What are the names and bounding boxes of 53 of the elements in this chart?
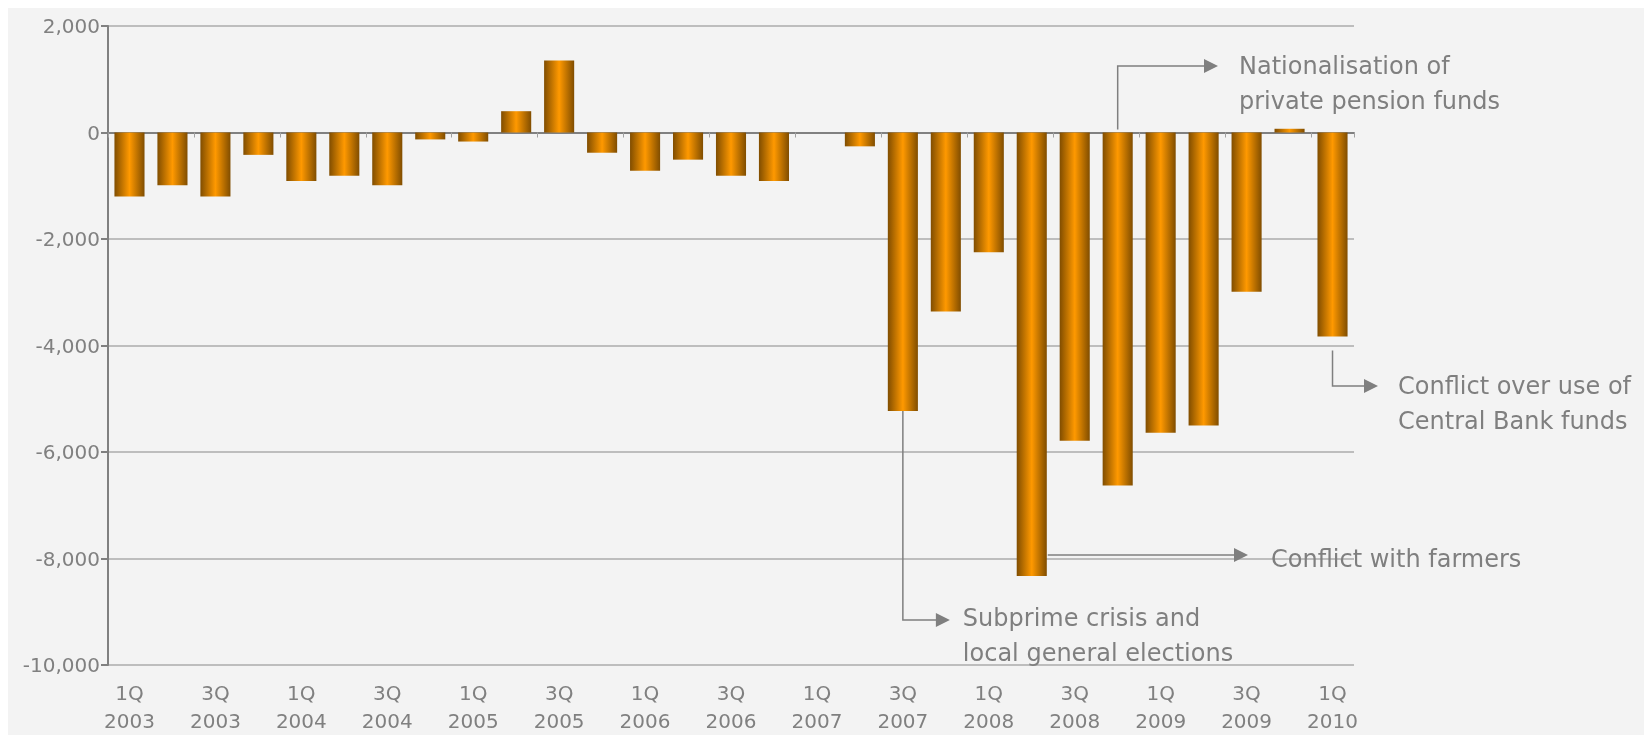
annotation: Nationalisation of private pension funds: [1239, 51, 1500, 115]
bar: [329, 132, 360, 176]
bar: [1059, 132, 1090, 441]
bar: [630, 132, 661, 171]
bar: [157, 132, 188, 186]
bar: [887, 132, 918, 411]
bar: [758, 132, 789, 181]
bar: [1016, 132, 1047, 577]
bar: [501, 111, 532, 133]
y-tick-label: -6,000: [35, 440, 100, 464]
bar: [1102, 132, 1133, 486]
text: Conflict over use of Central Bank funds: [1398, 371, 1632, 435]
bar: [1145, 132, 1176, 433]
bar: [458, 132, 489, 142]
x-tick-label: 3Q 2008: [1049, 681, 1101, 733]
x-tick-label: 3Q 2003: [189, 681, 241, 733]
bar: [1317, 132, 1348, 337]
bar: [544, 60, 575, 133]
bar: [200, 132, 231, 197]
bar: [673, 132, 704, 160]
x-tick-label: 3Q 2007: [877, 681, 929, 733]
x-tick-label: 1Q 2010: [1307, 681, 1358, 733]
bar: [1188, 132, 1219, 426]
x-tick-label: 1Q 2005: [447, 681, 499, 733]
bar: [844, 132, 875, 147]
annotation: Conflict with farmers: [1271, 544, 1522, 573]
bar: [930, 132, 961, 312]
x-tick-label: 3Q 2005: [533, 681, 585, 733]
x-tick-label: 3Q 2006: [705, 681, 757, 733]
bar: [973, 132, 1004, 253]
x-tick-label: 1Q 2006: [619, 681, 671, 733]
bar: [243, 132, 274, 155]
bar: [372, 132, 403, 186]
x-tick-label: 3Q 2004: [361, 681, 413, 733]
x-tick-label: 1Q 2009: [1135, 681, 1187, 733]
x-tick-label: 1Q 2004: [275, 681, 327, 733]
y-tick-label: 0: [87, 120, 100, 145]
bar: [114, 132, 145, 197]
y-tick-label: 2,000: [42, 14, 100, 38]
x-tick-label: 1Q 2007: [791, 681, 843, 733]
bar: [1231, 132, 1262, 292]
bar: [587, 132, 618, 153]
x-tick-label: 1Q 2008: [963, 681, 1015, 733]
y-tick-label: -10,000: [22, 653, 100, 677]
x-tick-label: 1Q 2003: [104, 681, 155, 733]
y-tick-label: -4,000: [35, 333, 100, 358]
annotation: Subprime crisis and local general elections: [962, 604, 1234, 668]
x-tick-label: 3Q 2009: [1221, 681, 1273, 733]
bar: [715, 132, 747, 176]
bar: [1274, 128, 1305, 133]
y-tick-label: -2,000: [35, 227, 100, 251]
bar: [286, 132, 317, 181]
y-tick-label: -8,000: [35, 546, 100, 571]
